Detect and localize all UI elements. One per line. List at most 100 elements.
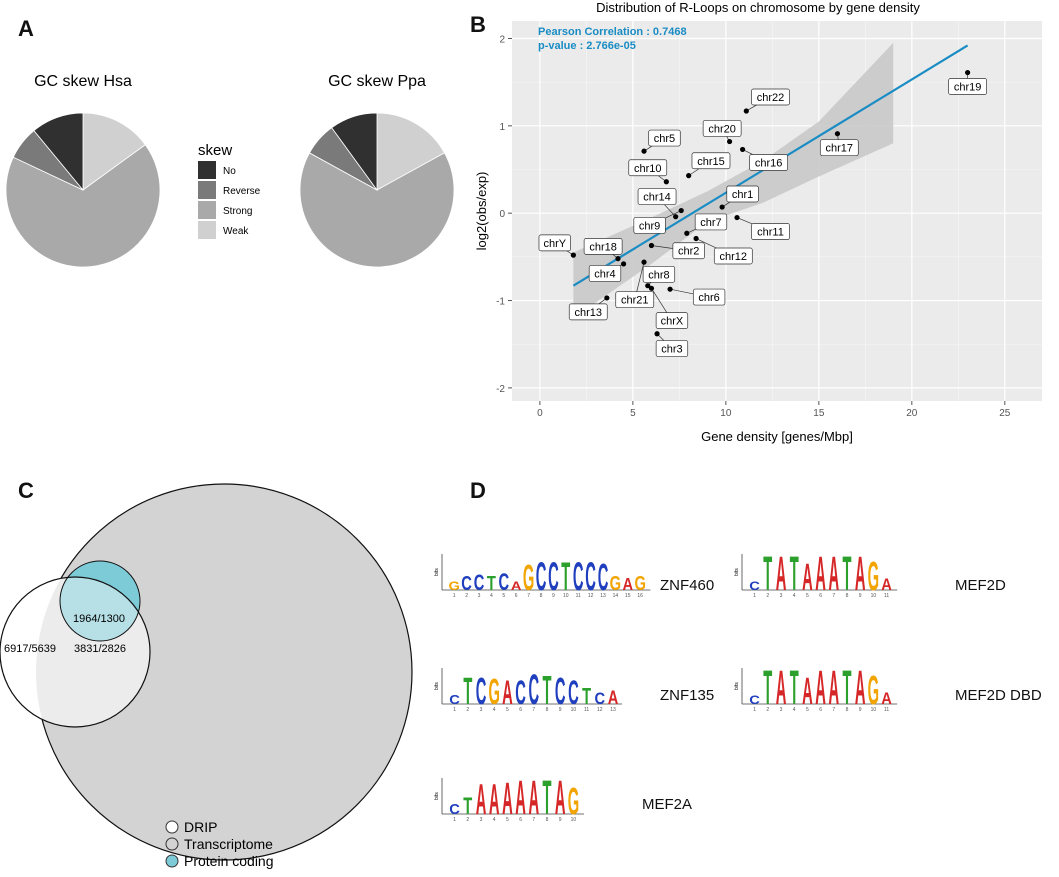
pie-legend-title: skew <box>198 142 232 159</box>
confidence-ribbon <box>573 42 894 319</box>
logo-position: 9 <box>559 707 562 713</box>
logo-position: 8 <box>546 817 549 823</box>
logo-position: 1 <box>753 707 756 713</box>
x-axis-label: Gene density [genes/Mbp] <box>701 429 853 444</box>
pie-slice-weak <box>376 112 446 191</box>
panel-letter-b: B <box>470 12 486 37</box>
logo-letter-c: C <box>474 570 485 595</box>
label-box-chrY <box>538 234 571 252</box>
label-box-chr7 <box>694 213 728 231</box>
logo-letter-t: T <box>763 662 772 715</box>
p-value-text: p-value : 2.766e-05 <box>538 40 636 52</box>
logo-letter-g: G <box>610 572 621 595</box>
point-chr13 <box>604 295 610 301</box>
tick-label-x-20: 20 <box>906 408 918 419</box>
tick-label-y-2: 2 <box>499 34 505 45</box>
point-chr19 <box>965 69 971 76</box>
logo-position: 1 <box>453 707 456 713</box>
logo-position: 4 <box>493 707 496 713</box>
tick-label-x-0: 0 <box>537 408 543 419</box>
label-box-chrX <box>655 312 689 329</box>
scatter-title: Distribution of R-Loops on chromosome by… <box>596 0 920 15</box>
logo-position: 8 <box>846 593 849 599</box>
logo-letter-t: T <box>463 671 472 713</box>
label-chr16: chr16 <box>755 158 783 170</box>
logo-position: 2 <box>466 707 469 713</box>
label-chr6: chr6 <box>698 292 719 304</box>
logo-position: 9 <box>859 593 862 599</box>
pie-slice-strong <box>5 144 161 268</box>
label-chr7: chr7 <box>700 217 721 229</box>
logo-letter-g: G <box>868 668 879 713</box>
label-box-chr16 <box>749 154 788 171</box>
logo-letter-c: C <box>555 671 566 713</box>
logo-letter-g: G <box>523 557 534 598</box>
logo-letter-a: A <box>515 772 526 825</box>
logo-letter-c: C <box>476 671 487 713</box>
drip-circle-outline <box>0 576 151 728</box>
logo-letter-g: G <box>868 554 879 599</box>
label-chr22: chr22 <box>757 92 785 104</box>
logo-position: 3 <box>480 707 483 713</box>
logo-letter-t: T <box>463 793 472 820</box>
logo-letter-c: C <box>528 665 539 713</box>
logo-position: 11 <box>884 593 889 599</box>
pie-legend: No Reverse Strong Weak <box>198 161 261 239</box>
logo-position: 3 <box>480 817 483 823</box>
logo-letter-a: A <box>815 662 826 715</box>
logo-letter-a: A <box>855 548 866 601</box>
logo-letter-t: T <box>582 684 591 710</box>
label-chr13: chr13 <box>574 307 602 319</box>
point-chr20 <box>726 138 733 145</box>
drip-only-count: 6917/5639 <box>4 643 56 655</box>
logo-position: 2 <box>766 707 769 713</box>
logo-letter-a: A <box>608 687 619 708</box>
logo-letter-a: A <box>555 772 566 825</box>
logo-position: 4 <box>793 707 796 713</box>
logo-position: 6 <box>515 593 518 599</box>
logo-axis-label: bits <box>434 792 440 800</box>
point-chr2 <box>648 242 655 249</box>
motif-name-znf460: ZNF460 <box>660 577 715 594</box>
logo-letter-c: C <box>461 572 472 595</box>
label-chr8: chr8 <box>648 269 669 281</box>
logo-position: 1 <box>453 593 456 599</box>
point-chr18 <box>615 256 621 262</box>
logo-letter-a: A <box>476 775 487 823</box>
tick-label-x-10: 10 <box>720 408 732 419</box>
logo-position: 3 <box>780 707 783 713</box>
logo-position: 10 <box>871 593 877 599</box>
logo-letter-g: G <box>568 781 579 823</box>
pie-slice-no <box>33 112 84 192</box>
point-chrX <box>648 285 655 291</box>
label-box-chr3 <box>655 340 689 357</box>
label-box-chr17 <box>819 139 859 157</box>
legend-label-weak: Weak <box>223 226 249 237</box>
logo-position: 10 <box>563 593 569 599</box>
label-chr19: chr19 <box>954 82 982 94</box>
overlap-count: 3831/2826 <box>74 643 126 655</box>
venn-legend: DRIP Transcriptome Protein coding <box>165 819 274 869</box>
panel-c: C 6917/5639 3831/2826 1964/1300 DRIP Tra… <box>0 470 420 872</box>
point-chr11 <box>734 214 740 221</box>
pie-hsa <box>5 112 161 268</box>
data-points <box>570 69 971 337</box>
logo-position: 13 <box>610 707 616 713</box>
logo-letter-c: C <box>749 579 760 592</box>
point-chr21 <box>641 259 647 265</box>
point-chr15 <box>686 173 692 179</box>
label-chr4: chr4 <box>594 268 615 280</box>
label-box-chr21 <box>615 291 655 309</box>
tick-label-x-25: 25 <box>999 408 1011 419</box>
pie-slice-no <box>331 112 378 192</box>
logo-letter-a: A <box>528 772 539 825</box>
logo-position: 4 <box>490 593 493 599</box>
label-box-chr13 <box>568 303 608 321</box>
point-chr3 <box>654 331 660 337</box>
legend-swatch-weak <box>198 221 216 239</box>
legend-label-reverse: Reverse <box>223 186 261 197</box>
panel-letter-a: A <box>18 16 34 41</box>
logo-letter-g: G <box>488 671 499 712</box>
label-box-chr20 <box>702 120 742 137</box>
